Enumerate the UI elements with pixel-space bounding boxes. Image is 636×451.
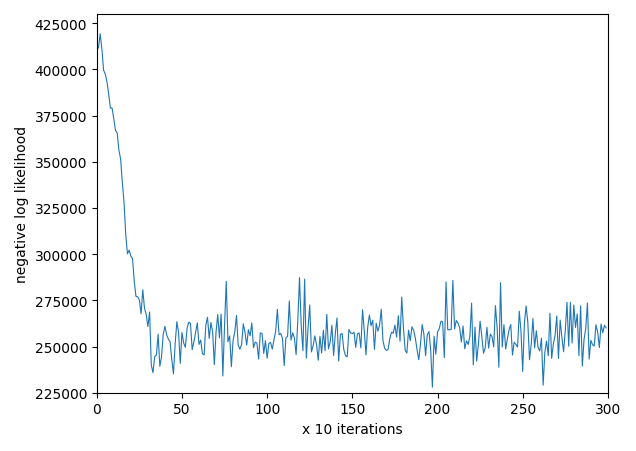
Y-axis label: negative log likelihood: negative log likelihood <box>15 125 29 282</box>
X-axis label: x 10 iterations: x 10 iterations <box>302 422 403 436</box>
